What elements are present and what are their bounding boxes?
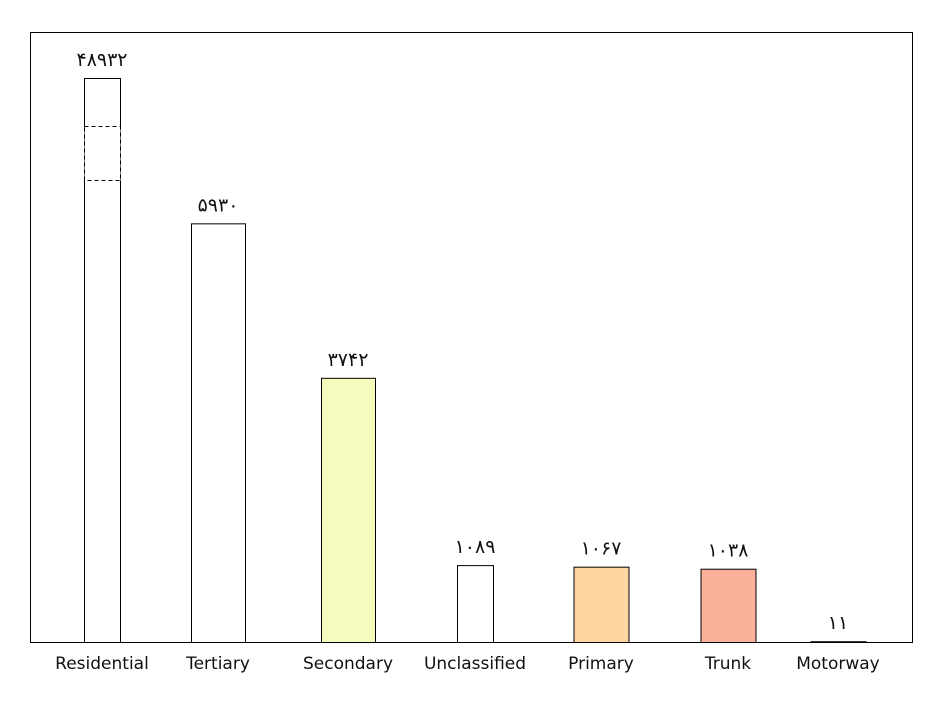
value-label-unclassified: ۱۰۸۹ bbox=[455, 536, 496, 558]
value-label-motorway: ۱۱ bbox=[828, 612, 848, 634]
axis-break-marker bbox=[84, 126, 121, 181]
value-label-tertiary: ۵۹۳۰ bbox=[198, 194, 239, 216]
value-label-primary: ۱۰۶۷ bbox=[581, 538, 622, 560]
bar-unclassified bbox=[457, 565, 494, 643]
plot-frame bbox=[30, 32, 913, 643]
category-labels-group: Residential Tertiary Secondary Unclassified… bbox=[55, 654, 880, 674]
bar-secondary bbox=[321, 377, 376, 643]
bars-group bbox=[84, 78, 867, 644]
value-label-residential: ۴۸۹۳۲ bbox=[76, 49, 127, 71]
bar-trunk bbox=[700, 568, 757, 644]
value-label-trunk: ۱۰۳۸ bbox=[708, 540, 749, 562]
category-label-residential: Residential bbox=[55, 654, 149, 674]
bar-motorway bbox=[810, 641, 867, 643]
category-label-secondary: Secondary bbox=[303, 654, 393, 674]
category-label-unclassified: Unclassified bbox=[424, 654, 526, 674]
category-label-tertiary: Tertiary bbox=[185, 654, 250, 674]
category-label-trunk: Trunk bbox=[704, 654, 751, 674]
category-label-primary: Primary bbox=[568, 654, 634, 674]
value-labels-group: ۴۸۹۳۲ ۵۹۳۰ ۳۷۴۲ ۱۰۸۹ ۱۰۶۷ ۱۰۳۸ ۱۱ bbox=[76, 49, 848, 634]
category-label-motorway: Motorway bbox=[796, 654, 880, 674]
value-label-secondary: ۳۷۴۲ bbox=[328, 349, 369, 371]
bar-tertiary bbox=[191, 223, 246, 643]
bar-primary bbox=[573, 566, 630, 643]
